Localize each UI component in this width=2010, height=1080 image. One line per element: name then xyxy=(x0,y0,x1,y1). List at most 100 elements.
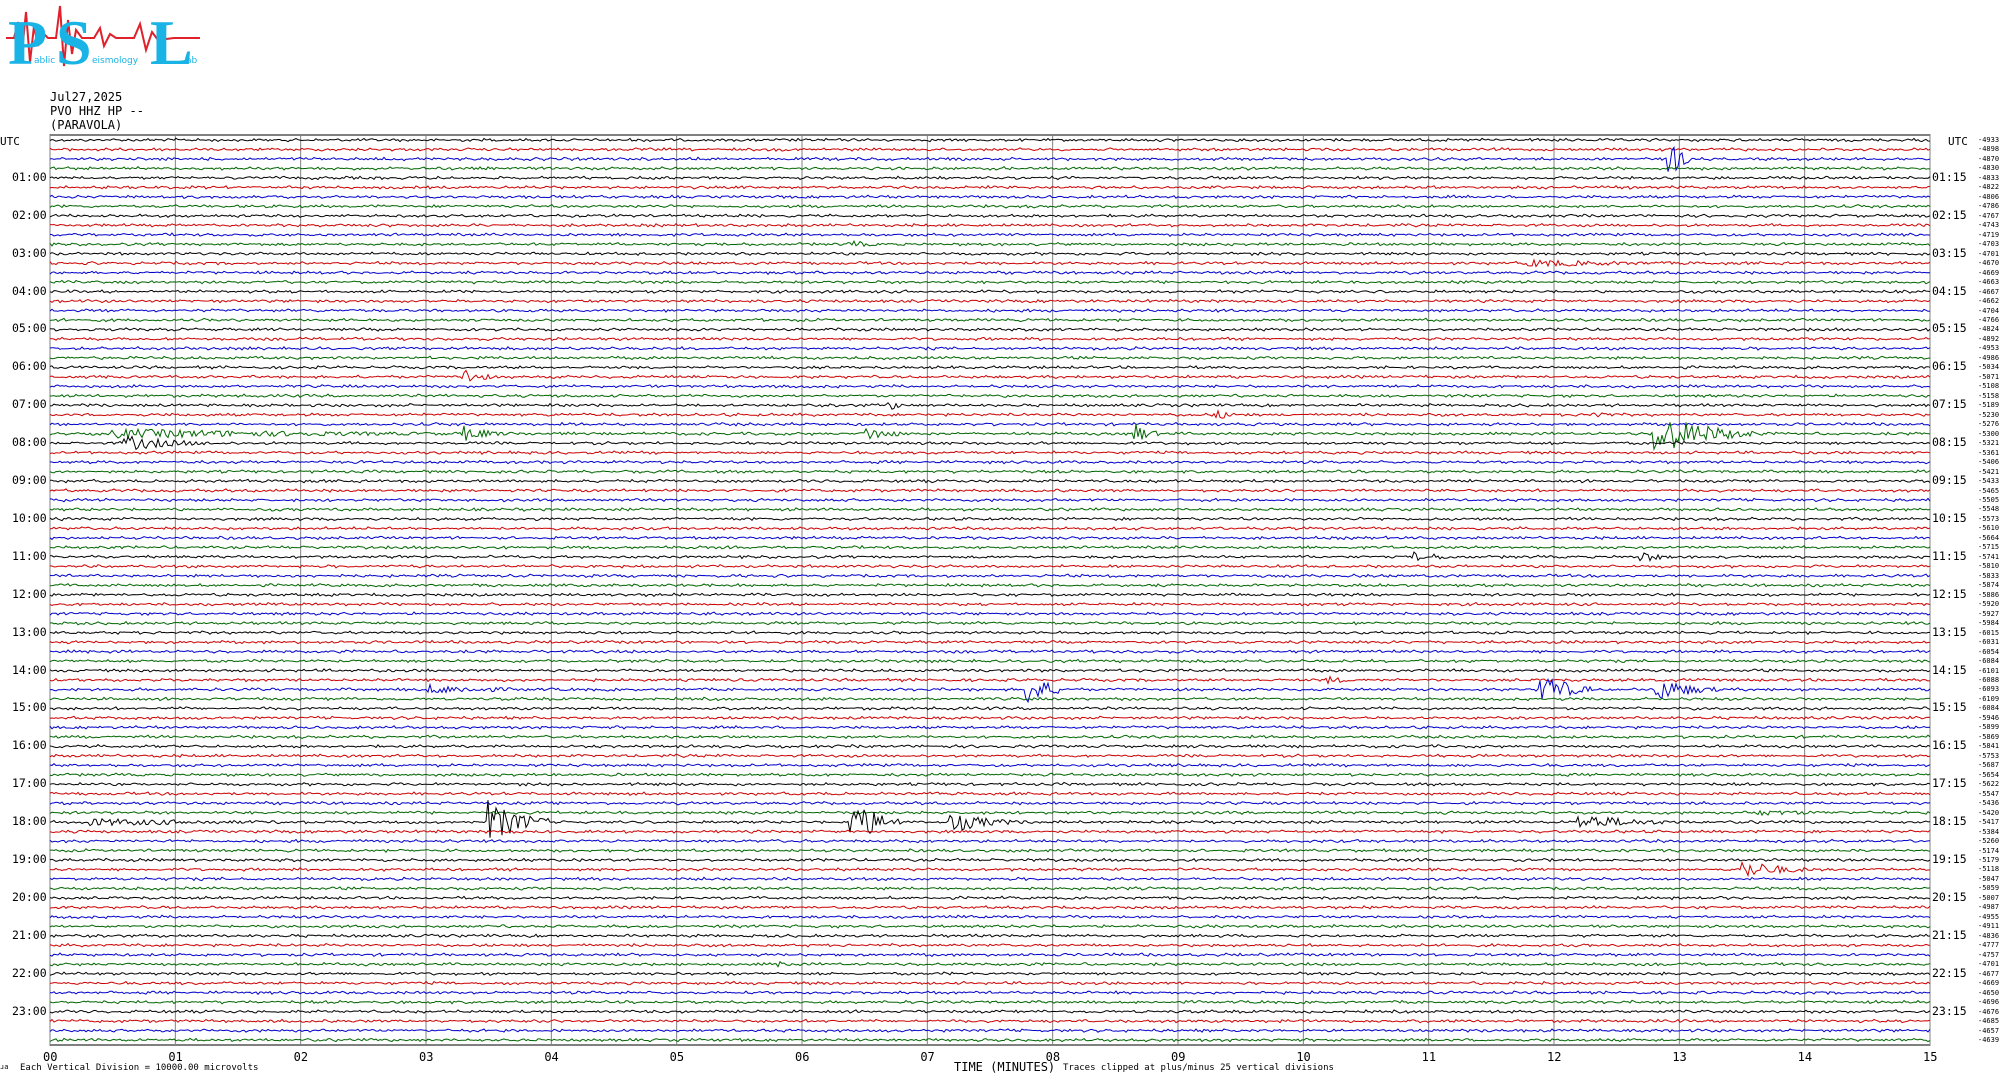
trace-50 xyxy=(49,611,1931,617)
trace-79 xyxy=(49,886,1931,891)
right-hour-label-0: 01:15 xyxy=(1932,169,1967,184)
trace-offset-label-69: -5547 xyxy=(1978,789,2000,798)
trace-17 xyxy=(49,298,1931,304)
left-hour-label-20: 21:00 xyxy=(12,927,47,942)
left-hour-label-0: 01:00 xyxy=(12,169,47,184)
trace-0 xyxy=(49,137,1931,143)
left-hour-label-13: 14:00 xyxy=(12,662,47,677)
trace-35 xyxy=(49,469,1931,474)
left-hour-label-9: 10:00 xyxy=(12,510,47,525)
trace-54 xyxy=(49,649,1931,654)
trace-offset-label-6: -4806 xyxy=(1978,192,2000,201)
trace-55 xyxy=(49,658,1931,664)
trace-offset-label-71: -5420 xyxy=(1978,808,2000,817)
trace-81 xyxy=(49,905,1931,910)
trace-47 xyxy=(49,582,1931,588)
trace-offset-label-91: -4696 xyxy=(1978,998,2000,1007)
trace-91 xyxy=(49,999,1931,1005)
trace-offset-label-35: -5421 xyxy=(1978,467,2000,476)
trace-offset-label-57: -6088 xyxy=(1978,676,2000,684)
trace-offset-label-89: -4669 xyxy=(1978,979,2000,988)
trace-66 xyxy=(49,762,1931,768)
trace-73 xyxy=(49,829,1931,834)
trace-offset-label-79: -5059 xyxy=(1978,884,2000,893)
logo-word-3: ab xyxy=(186,56,198,66)
right-hour-label-13: 14:15 xyxy=(1932,662,1967,677)
x-tick-label-12: 12 xyxy=(1547,1050,1562,1064)
trace-offset-label-52: -6015 xyxy=(1978,628,2000,637)
trace-51 xyxy=(49,620,1931,626)
trace-offset-label-20: -4824 xyxy=(1978,325,2000,334)
right-hour-label-17: 18:15 xyxy=(1932,814,1967,829)
right-hour-label-7: 08:15 xyxy=(1932,435,1967,450)
trace-4 xyxy=(49,175,1931,181)
trace-25 xyxy=(49,369,1931,382)
trace-offset-label-42: -5664 xyxy=(1978,533,2000,542)
left-hour-label-6: 07:00 xyxy=(12,397,47,412)
trace-89 xyxy=(49,980,1931,986)
trace-49 xyxy=(49,601,1931,607)
trace-offset-label-21: -4892 xyxy=(1978,334,2000,343)
left-hour-label-22: 23:00 xyxy=(12,1003,47,1018)
trace-offset-label-74: -5260 xyxy=(1978,837,2000,846)
trace-offset-label-31: -5300 xyxy=(1978,429,2000,438)
left-hour-label-17: 18:00 xyxy=(12,814,47,829)
trace-43 xyxy=(50,544,1931,550)
trace-offset-label-73: -5384 xyxy=(1978,827,2000,836)
trace-offset-label-62: -5899 xyxy=(1978,723,2000,732)
trace-82 xyxy=(49,914,1931,920)
trace-offset-label-83: -4911 xyxy=(1978,922,2000,931)
trace-offset-label-10: -4719 xyxy=(1978,230,2000,239)
right-hour-label-11: 12:15 xyxy=(1932,586,1967,601)
left-hour-label-18: 19:00 xyxy=(12,852,47,866)
right-hour-label-10: 11:15 xyxy=(1932,548,1967,563)
right-hour-label-8: 09:15 xyxy=(1932,473,1967,488)
trace-offset-label-40: -5573 xyxy=(1978,514,2000,523)
trace-7 xyxy=(49,203,1931,209)
trace-offset-label-87: -4701 xyxy=(1978,960,2000,969)
seismic-traces xyxy=(49,137,1931,1043)
trace-offset-label-46: -5833 xyxy=(1978,571,2000,580)
x-tick-label-9: 09 xyxy=(1171,1050,1186,1064)
trace-offset-label-93: -4685 xyxy=(1978,1017,2000,1026)
left-hour-label-2: 03:00 xyxy=(12,245,47,260)
trace-3 xyxy=(49,166,1931,171)
right-hour-label-14: 15:15 xyxy=(1932,700,1967,715)
trace-11 xyxy=(49,239,1931,248)
logo-letter-p: P xyxy=(8,7,47,70)
trace-46 xyxy=(49,573,1931,579)
trace-offset-label-47: -5874 xyxy=(1978,581,2000,590)
trace-offset-label-27: -5158 xyxy=(1978,391,2000,400)
trace-offset-label-72: -5417 xyxy=(1978,818,2000,827)
trace-offset-label-49: -5920 xyxy=(1978,600,2000,609)
trace-offset-label-5: -4822 xyxy=(1978,183,2000,192)
right-hour-label-20: 21:15 xyxy=(1932,927,1967,942)
trace-offset-label-60: -6084 xyxy=(1978,704,2000,713)
trace-offset-label-29: -5230 xyxy=(1978,410,2000,419)
trace-14 xyxy=(49,270,1931,276)
trace-45 xyxy=(49,563,1931,569)
trace-53 xyxy=(49,639,1931,645)
trace-39 xyxy=(49,507,1931,512)
trace-offset-label-78: -5047 xyxy=(1978,874,2000,883)
right-hour-label-15: 16:15 xyxy=(1932,738,1967,753)
trace-15 xyxy=(49,279,1931,285)
left-hour-label-4: 05:00 xyxy=(12,321,47,336)
trace-74 xyxy=(49,838,1931,844)
trace-offset-label-56: -6101 xyxy=(1978,666,2000,675)
trace-78 xyxy=(49,876,1931,882)
trace-27 xyxy=(49,393,1931,399)
trace-offset-label-82: -4955 xyxy=(1978,912,2000,921)
right-hour-label-2: 03:15 xyxy=(1932,245,1967,260)
trace-92 xyxy=(49,1009,1931,1014)
trace-29 xyxy=(49,409,1931,419)
trace-90 xyxy=(49,990,1931,996)
x-tick-label-10: 10 xyxy=(1296,1050,1311,1064)
left-hour-label-7: 08:00 xyxy=(12,435,47,450)
trace-offset-label-11: -4703 xyxy=(1978,240,2000,249)
trace-62 xyxy=(49,724,1931,730)
trace-offset-label-44: -5741 xyxy=(1978,552,2000,561)
trace-offset-label-85: -4777 xyxy=(1978,941,2000,950)
left-hour-label-11: 12:00 xyxy=(12,586,47,601)
